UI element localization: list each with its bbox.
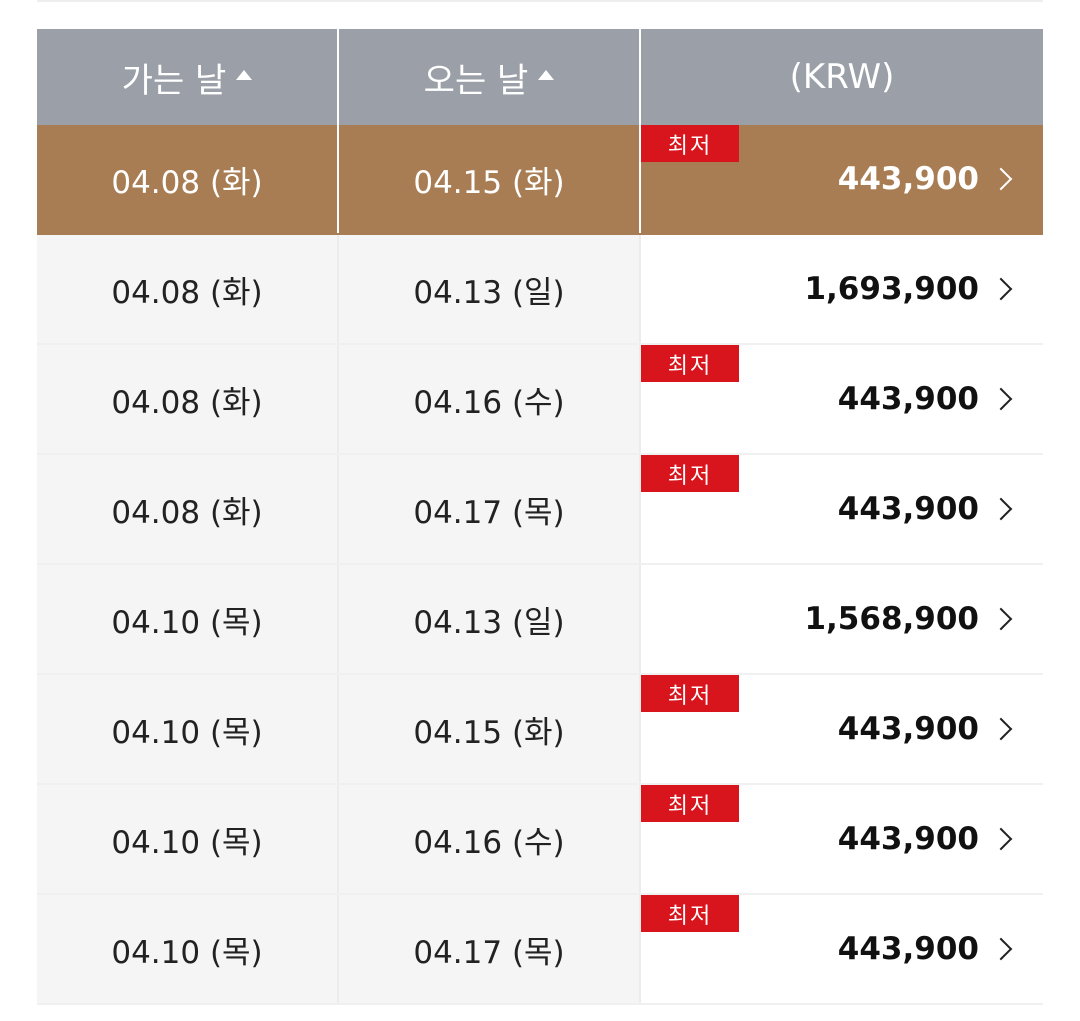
lowest-price-badge: 최저 [641, 125, 739, 162]
price-value: 443,900 [837, 931, 979, 967]
lowest-price-badge: 최저 [641, 895, 739, 932]
depart-date-cell: 04.08 (화) [37, 455, 339, 563]
sort-return-date-header[interactable]: 오는 날 [339, 29, 641, 125]
price-value: 443,900 [837, 381, 979, 417]
fare-row[interactable]: 04.10 (목) 04.13 (일) 1,568,900 [37, 565, 1043, 675]
price-cell[interactable]: 최저 443,900 [641, 895, 1043, 1003]
chevron-right-icon [989, 497, 1013, 521]
fare-row[interactable]: 04.10 (목) 04.17 (목) 최저 443,900 [37, 895, 1043, 1005]
depart-date-header-label: 가는 날 [121, 60, 227, 101]
chevron-right-icon [989, 717, 1013, 741]
depart-date-cell: 04.10 (목) [37, 675, 339, 783]
price-cell[interactable]: 최저 443,900 [641, 675, 1043, 783]
fare-row[interactable]: 04.08 (화) 04.15 (화) 최저 443,900 [37, 125, 1043, 235]
depart-date-cell: 04.08 (화) [37, 235, 339, 343]
price-cell[interactable]: 1,568,900 [641, 565, 1043, 673]
price-value: 443,900 [837, 711, 979, 747]
chevron-right-icon [989, 277, 1013, 301]
price-value: 1,693,900 [804, 271, 979, 307]
return-date-cell: 04.13 (일) [339, 235, 641, 343]
price-header: (KRW) [641, 29, 1043, 125]
price-value: 443,900 [837, 821, 979, 857]
return-date-cell: 04.17 (목) [339, 895, 641, 1003]
lowest-price-badge: 최저 [641, 455, 739, 492]
fare-row[interactable]: 04.08 (화) 04.16 (수) 최저 443,900 [37, 345, 1043, 455]
return-date-header-label: 오는 날 [423, 60, 529, 101]
price-cell[interactable]: 최저 443,900 [641, 785, 1043, 893]
fare-row[interactable]: 04.08 (화) 04.17 (목) 최저 443,900 [37, 455, 1043, 565]
price-cell[interactable]: 최저 443,900 [641, 455, 1043, 563]
price-value: 1,568,900 [804, 601, 979, 637]
lowest-price-badge: 최저 [641, 675, 739, 712]
fare-row[interactable]: 04.08 (화) 04.13 (일) 1,693,900 [37, 235, 1043, 345]
fare-calendar-table: 가는 날 오는 날 (KRW) 04.08 (화) 04.15 (화) 최저 443,… [37, 29, 1043, 1005]
table-header: 가는 날 오는 날 (KRW) [37, 29, 1043, 125]
chevron-right-icon [989, 607, 1013, 631]
sort-depart-date-header[interactable]: 가는 날 [37, 29, 339, 125]
return-date-cell: 04.17 (목) [339, 455, 641, 563]
fare-row[interactable]: 04.10 (목) 04.15 (화) 최저 443,900 [37, 675, 1043, 785]
chevron-right-icon [989, 387, 1013, 411]
lowest-price-badge: 최저 [641, 785, 739, 822]
return-date-cell: 04.15 (화) [339, 125, 641, 233]
price-value: 443,900 [837, 491, 979, 527]
triangle-up-icon [538, 70, 555, 80]
price-cell[interactable]: 최저 443,900 [641, 345, 1043, 453]
lowest-price-badge: 최저 [641, 345, 739, 382]
price-value: 443,900 [837, 161, 979, 197]
depart-date-cell: 04.08 (화) [37, 125, 339, 233]
return-date-cell: 04.15 (화) [339, 675, 641, 783]
chevron-right-icon [989, 937, 1013, 961]
depart-date-cell: 04.10 (목) [37, 895, 339, 1003]
depart-date-cell: 04.10 (목) [37, 785, 339, 893]
return-date-cell: 04.13 (일) [339, 565, 641, 673]
chevron-right-icon [989, 167, 1013, 191]
price-cell[interactable]: 1,693,900 [641, 235, 1043, 343]
return-date-cell: 04.16 (수) [339, 785, 641, 893]
table-body: 04.08 (화) 04.15 (화) 최저 443,900 04.08 (화) 04.1… [37, 125, 1043, 1005]
price-cell[interactable]: 최저 443,900 [641, 125, 1043, 233]
depart-date-cell: 04.10 (목) [37, 565, 339, 673]
triangle-up-icon [236, 70, 253, 80]
fare-row[interactable]: 04.10 (목) 04.16 (수) 최저 443,900 [37, 785, 1043, 895]
depart-date-cell: 04.08 (화) [37, 345, 339, 453]
price-header-label: (KRW) [789, 57, 895, 97]
return-date-cell: 04.16 (수) [339, 345, 641, 453]
top-divider [37, 0, 1043, 2]
chevron-right-icon [989, 827, 1013, 851]
